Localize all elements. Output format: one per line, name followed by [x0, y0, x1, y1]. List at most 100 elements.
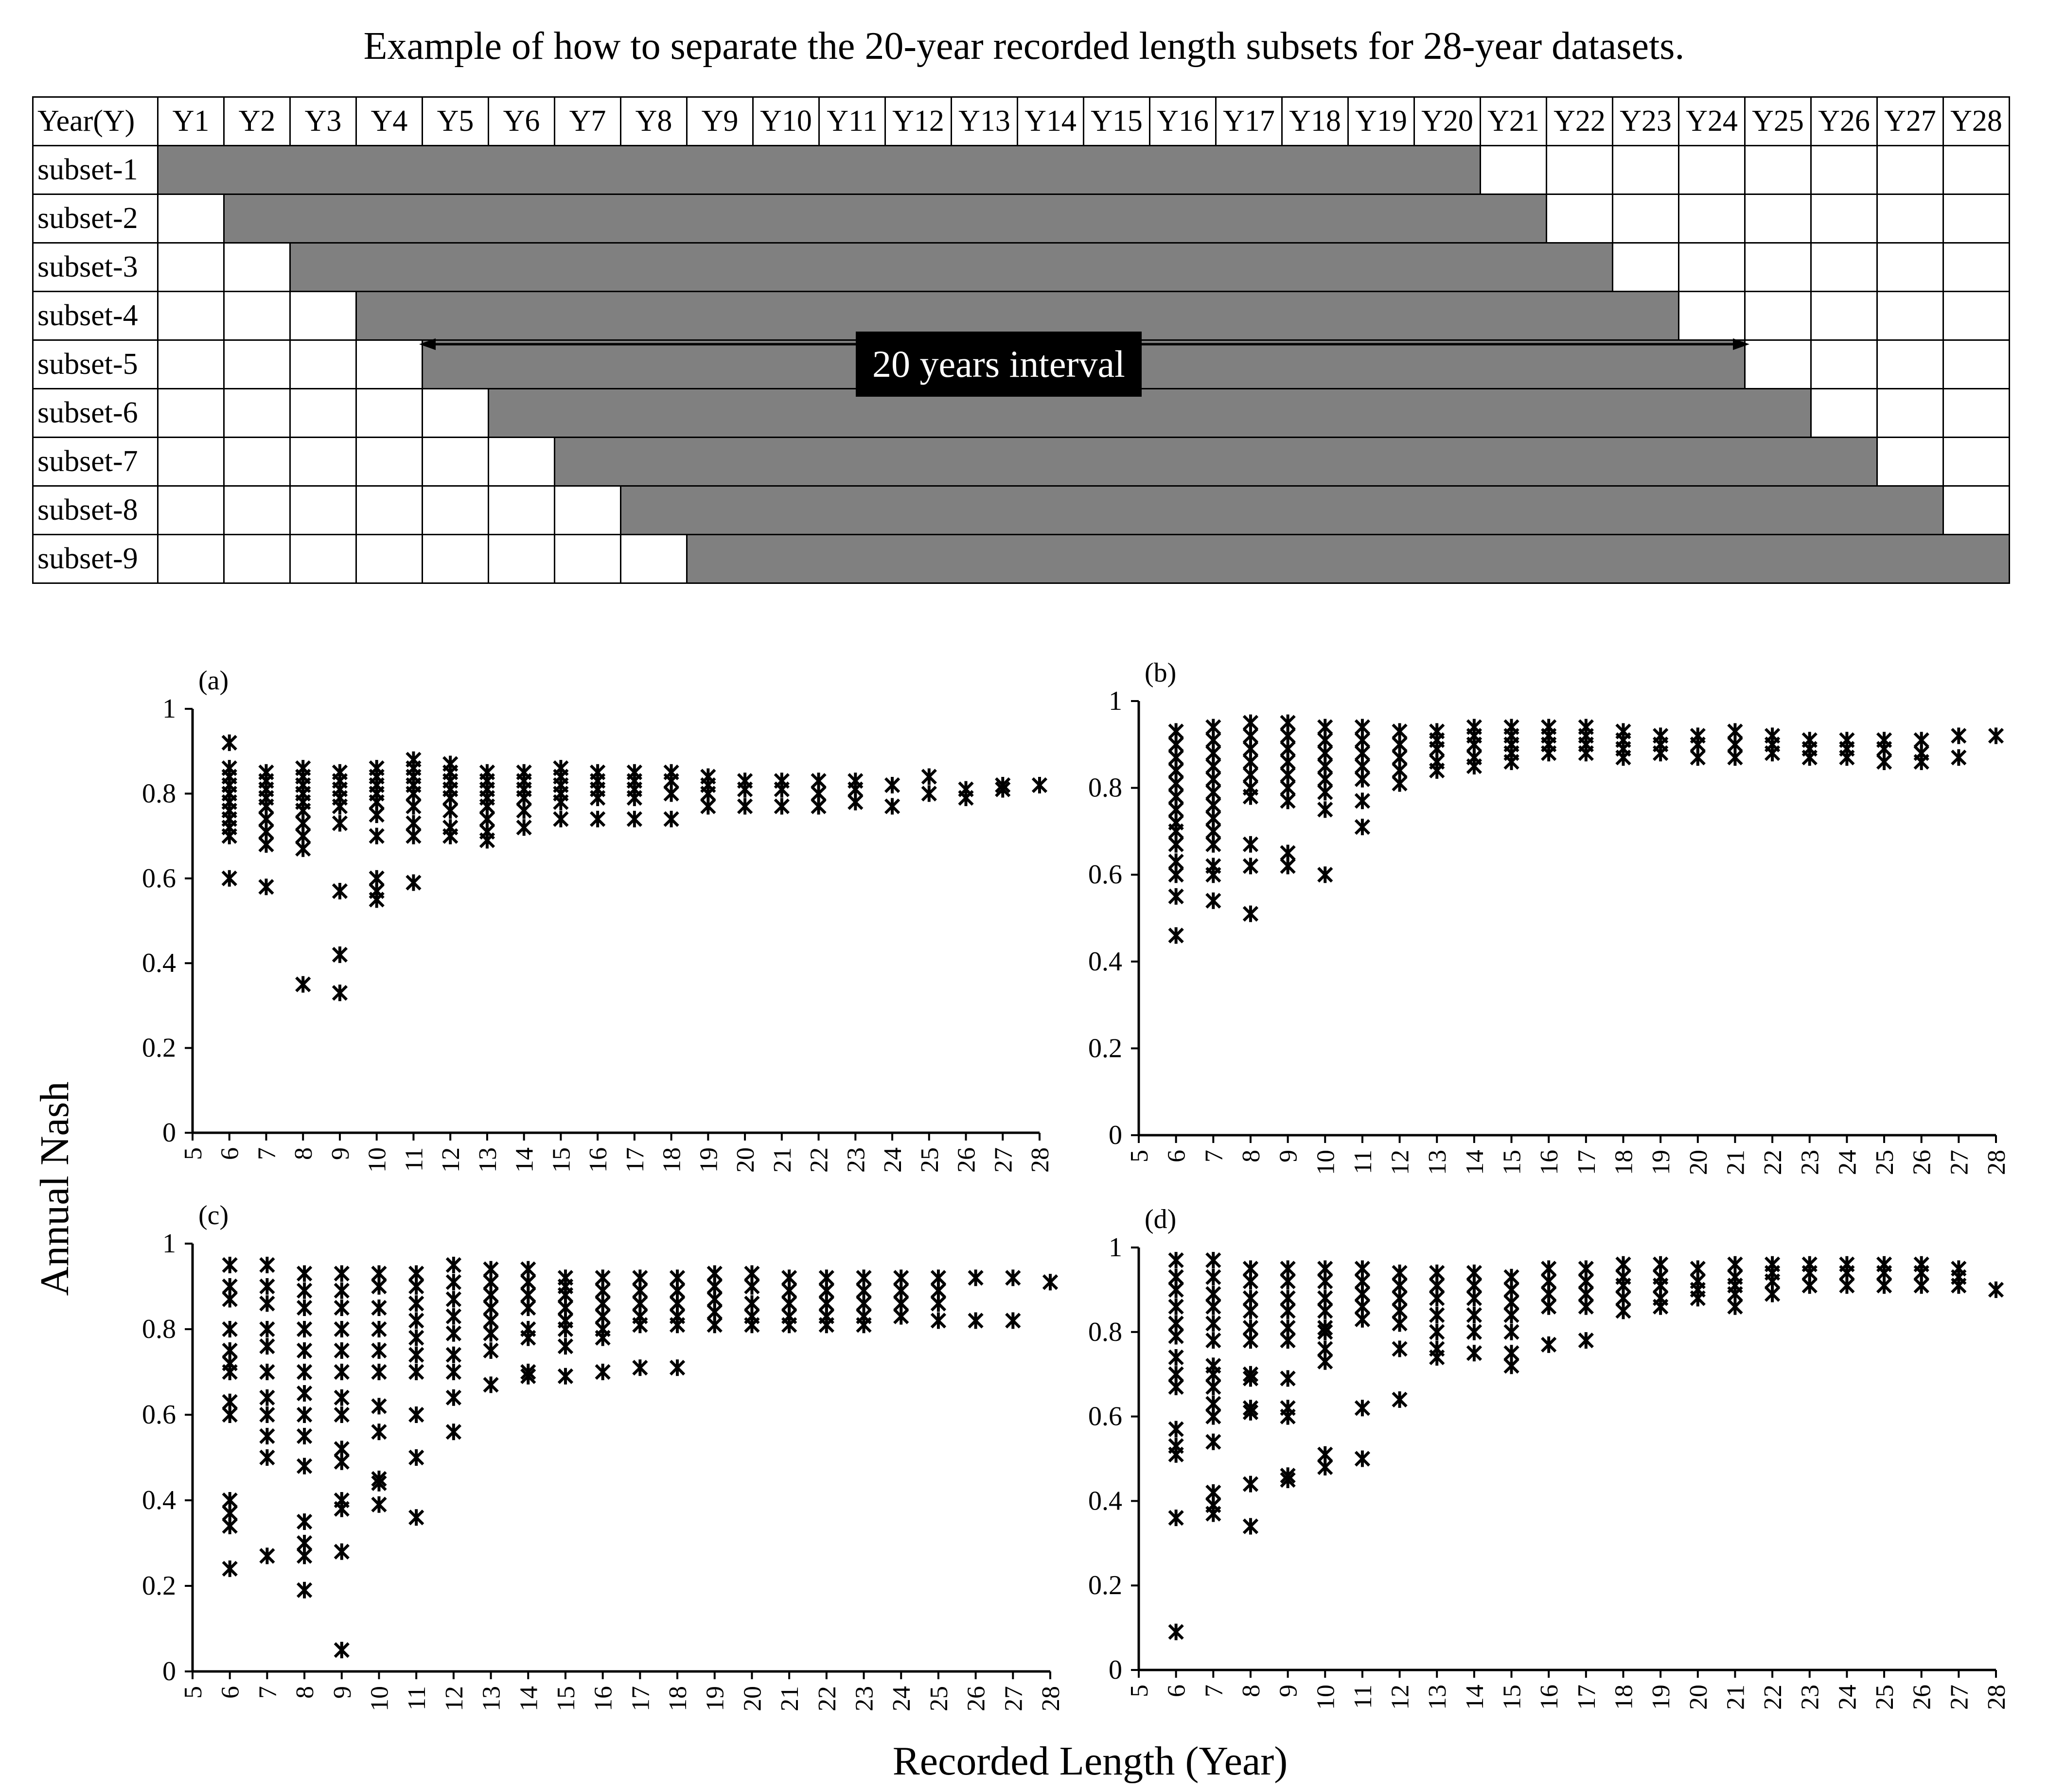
subset-span-cell — [951, 534, 1018, 584]
empty-cell — [1942, 242, 2010, 292]
data-point — [408, 1449, 424, 1466]
data-point — [1429, 1349, 1445, 1366]
subset-row: subset-5 — [32, 339, 2010, 389]
x-tick-label: 26 — [1908, 1685, 1936, 1710]
subset-span-cell — [818, 388, 886, 438]
data-point — [1653, 1298, 1669, 1315]
subset-span-cell — [289, 145, 357, 195]
data-point — [1392, 1315, 1408, 1332]
empty-cell — [289, 534, 357, 584]
data-point — [445, 1308, 461, 1325]
data-point — [669, 1359, 686, 1376]
subset-span-cell — [1215, 534, 1283, 584]
data-point — [1168, 1281, 1184, 1298]
x-tick-label: 20 — [1685, 1685, 1713, 1710]
x-tick-label: 15 — [1499, 1150, 1526, 1175]
x-tick-label: 23 — [851, 1686, 879, 1711]
subset-span-cell — [1480, 388, 1547, 438]
subset-span-cell — [1678, 437, 1746, 487]
subset-span-cell — [488, 242, 555, 292]
empty-cell — [1876, 242, 1944, 292]
x-tick-label: 27 — [1945, 1685, 1973, 1710]
data-point — [259, 1428, 275, 1444]
data-point — [1764, 1285, 1781, 1302]
y-tick-label: 0.4 — [1088, 947, 1122, 977]
subset-span-cell — [1546, 291, 1613, 341]
subset-span-cell — [1083, 193, 1150, 244]
subset-span-cell — [1149, 437, 1217, 487]
data-point — [371, 1496, 387, 1513]
y-tick-label: 0.6 — [1088, 1402, 1122, 1432]
panel-label: (c) — [198, 1200, 229, 1230]
data-point — [259, 1321, 275, 1337]
data-point — [259, 1338, 275, 1355]
empty-cell — [1744, 339, 1812, 389]
subset-span-cell — [1083, 437, 1150, 487]
x-tick-label: 24 — [879, 1147, 907, 1173]
data-point — [259, 1449, 275, 1466]
subset-label: subset-6 — [32, 388, 159, 438]
subset-span-cell — [1017, 193, 1084, 244]
data-point — [1466, 1290, 1482, 1307]
subset-span-cell — [686, 339, 754, 389]
data-point — [1392, 1391, 1408, 1408]
subset-span-cell — [1744, 388, 1812, 438]
year-header-cell: Y10 — [752, 96, 820, 146]
data-point — [1876, 754, 1892, 771]
x-tick-label: 13 — [478, 1686, 506, 1711]
data-point — [371, 1398, 387, 1415]
empty-cell — [422, 437, 489, 487]
data-point — [479, 832, 495, 849]
data-point — [557, 1321, 574, 1337]
subset-span-cell — [1810, 485, 1878, 535]
data-point — [632, 1317, 648, 1334]
empty-cell — [1876, 291, 1944, 341]
data-point — [406, 827, 422, 844]
empty-cell — [554, 485, 621, 535]
empty-cell — [223, 534, 291, 584]
data-point — [1653, 745, 1669, 762]
y-tick-label: 0.6 — [1088, 860, 1122, 890]
subset-span-cell — [686, 193, 754, 244]
subset-span-cell — [1083, 485, 1150, 535]
scatter-panel-b: 00.20.40.60.815 6 7 8 9 10 11 12 13 14 15 16 17 18 19 2… — [1088, 658, 2011, 1175]
y-tick-label: 1 — [1109, 686, 1122, 716]
data-point — [369, 807, 385, 823]
y-tick-label: 1 — [162, 1229, 176, 1259]
subset-span-cell — [752, 437, 820, 487]
subset-span-cell — [1612, 291, 1679, 341]
empty-cell — [289, 339, 357, 389]
empty-cell — [223, 485, 291, 535]
data-point — [406, 798, 422, 815]
x-tick-label: 9 — [1275, 1685, 1303, 1697]
data-point — [1951, 749, 1967, 766]
empty-cell — [1810, 242, 1878, 292]
data-point — [663, 785, 679, 802]
data-point — [332, 946, 348, 963]
subset-span-cell — [488, 193, 555, 244]
subset-label: subset-2 — [32, 193, 159, 244]
year-header-cell: Y24 — [1678, 96, 1746, 146]
data-point — [442, 802, 459, 819]
y-tick-label: 0 — [162, 1118, 176, 1148]
x-tick-label: 11 — [403, 1686, 431, 1710]
x-tick-label: 28 — [1983, 1150, 2011, 1175]
year-header-cell: Y16 — [1149, 96, 1217, 146]
x-tick-label: 21 — [776, 1686, 804, 1711]
data-point — [258, 836, 274, 853]
data-point — [1317, 784, 1333, 801]
x-tick-label: 7 — [1200, 1685, 1228, 1697]
x-tick-label: 22 — [806, 1147, 833, 1173]
subset-span-cell — [1612, 437, 1679, 487]
data-point — [626, 790, 642, 807]
subset-span-cell — [1480, 242, 1547, 292]
data-point — [1168, 1446, 1184, 1463]
data-point — [334, 1342, 350, 1359]
year-header-cell: Y2 — [223, 96, 291, 146]
data-point — [1242, 905, 1259, 922]
empty-cell — [355, 339, 423, 389]
x-tick-label: 9 — [327, 1147, 354, 1160]
subset-span-cell — [1017, 485, 1084, 535]
subset-span-cell — [1480, 291, 1547, 341]
subset-span-cell — [1744, 534, 1812, 584]
